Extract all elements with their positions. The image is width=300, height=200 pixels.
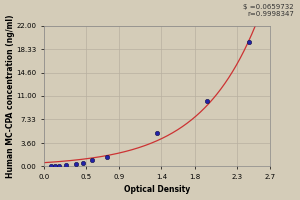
Y-axis label: Human MC-CPA concentration (ng/ml): Human MC-CPA concentration (ng/ml) <box>6 14 15 178</box>
Point <box>89 159 94 162</box>
Point <box>56 164 61 167</box>
Point <box>73 163 78 166</box>
X-axis label: Optical Density: Optical Density <box>124 185 190 194</box>
Point <box>81 161 86 164</box>
Point <box>104 155 109 158</box>
Point <box>205 99 210 103</box>
Point <box>48 165 53 168</box>
Point <box>155 131 160 135</box>
Point <box>64 164 69 167</box>
Point <box>52 164 57 168</box>
Text: $ =0.0659732
r=0.9998347: $ =0.0659732 r=0.9998347 <box>243 4 294 17</box>
Point <box>247 40 252 43</box>
